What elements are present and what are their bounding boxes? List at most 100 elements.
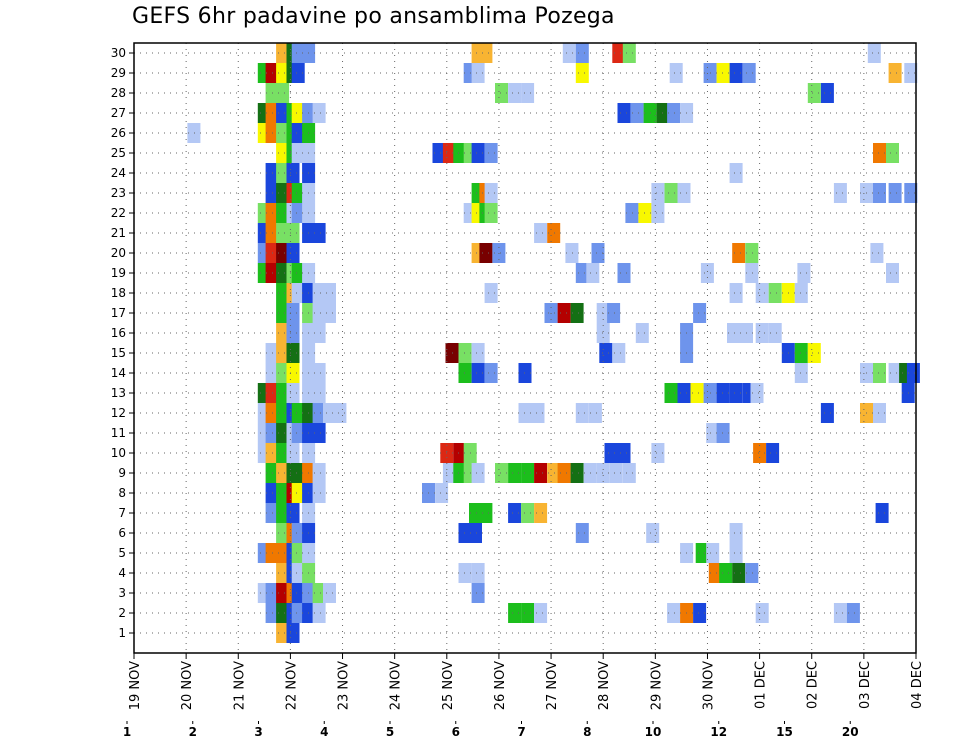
colorbar-label: 7: [517, 725, 525, 739]
colorbar-label: 12: [710, 725, 727, 739]
precip-cell: [291, 43, 305, 63]
precip-cell: [276, 563, 290, 583]
precip-cell: [875, 503, 889, 523]
precip-cell: [291, 423, 305, 443]
precip-cell: [651, 203, 665, 223]
precip-cell: [286, 243, 300, 263]
precip-cell: [276, 83, 290, 103]
precip-cell: [575, 263, 589, 283]
precip-cell: [312, 303, 326, 323]
precip-cell: [873, 403, 886, 423]
precip-cell: [471, 463, 485, 483]
precip-cell: [534, 463, 548, 483]
precip-cell: [291, 583, 305, 603]
colorbar-label: 6: [452, 725, 460, 739]
precip-cell: [276, 583, 290, 603]
y-tick-label: 23: [111, 186, 126, 200]
y-tick-label: 29: [111, 66, 126, 80]
precip-cell: [677, 183, 691, 203]
precip-cell: [471, 143, 485, 163]
precip-cell: [575, 63, 589, 83]
precip-cell: [479, 503, 493, 523]
precip-cell: [750, 383, 764, 403]
y-tick-label: 1: [118, 626, 126, 640]
precip-cell: [479, 243, 493, 263]
precip-cell: [333, 403, 347, 423]
precip-cell: [312, 323, 326, 343]
precip-cell: [609, 463, 623, 483]
y-tick-label: 2: [118, 606, 126, 620]
precip-cell: [442, 143, 456, 163]
precip-cell: [719, 563, 733, 583]
chart-title: GEFS 6hr padavine po ansamblima Pozega: [132, 4, 615, 29]
x-tick-label: 03 DEC: [858, 661, 873, 709]
precip-cell: [312, 463, 326, 483]
precip-cell: [729, 523, 743, 543]
precip-cell: [276, 523, 290, 543]
precip-cell: [521, 503, 535, 523]
precip-cell: [442, 463, 456, 483]
x-tick-label: 27 NOV: [545, 661, 560, 710]
plot-frame: [133, 42, 917, 654]
precip-cell: [807, 343, 821, 363]
precip-cell: [276, 623, 290, 643]
precip-cell: [755, 323, 769, 343]
x-tick-label: 20 NOV: [180, 661, 195, 710]
precip-cell: [484, 363, 498, 383]
precip-cell: [886, 143, 899, 163]
x-tick-label: 19 NOV: [128, 661, 143, 710]
precip-cell: [291, 403, 305, 423]
precip-cell: [291, 463, 305, 483]
precip-cell: [873, 143, 886, 163]
precip-cell: [669, 63, 683, 83]
precip-cell: [312, 583, 326, 603]
precip-cell: [312, 423, 326, 443]
y-tick-label: 22: [111, 206, 126, 220]
y-tick-label: 7: [118, 506, 126, 520]
x-tick-label: 30 NOV: [701, 661, 716, 710]
precip-cell: [729, 283, 743, 303]
precip-cell: [312, 223, 326, 243]
precip-cell: [617, 103, 631, 123]
precip-cell: [469, 523, 482, 543]
precip-cell: [768, 323, 782, 343]
y-tick-label: 20: [111, 246, 126, 260]
precip-cell: [471, 563, 485, 583]
precip-cell: [286, 343, 300, 363]
precip-cell: [729, 383, 743, 403]
precip-cell: [706, 423, 720, 443]
precip-cell: [729, 63, 743, 83]
precip-cell: [508, 463, 522, 483]
precip-cell: [508, 83, 522, 103]
precip-cell: [547, 463, 561, 483]
precip-cell: [276, 343, 290, 363]
precip-cell: [323, 403, 336, 423]
x-tick-label: 04 DEC: [910, 661, 925, 709]
precip-cell: [276, 463, 290, 483]
precip-cell: [286, 223, 300, 243]
x-tick-label: 21 NOV: [232, 661, 247, 710]
x-tick-label: 26 NOV: [493, 661, 508, 710]
precip-cell: [479, 43, 493, 63]
x-tick-label: 22 NOV: [284, 661, 299, 710]
precip-cell: [471, 363, 485, 383]
precip-cell: [570, 303, 584, 323]
y-tick-label: 21: [111, 226, 126, 240]
x-tick-label: 28 NOV: [597, 661, 612, 710]
precip-cell: [521, 463, 535, 483]
precip-cell: [291, 283, 305, 303]
precip-cell: [286, 163, 300, 183]
precip-cell: [716, 383, 730, 403]
y-tick-label: 3: [118, 586, 126, 600]
precip-cell: [575, 523, 589, 543]
precip-cell: [312, 383, 326, 403]
precip-cell: [291, 483, 305, 503]
precip-cell: [291, 523, 305, 543]
precip-cell: [904, 183, 918, 203]
precip-cell: [469, 503, 482, 523]
precip-cell: [534, 503, 548, 523]
precip-cell: [276, 423, 290, 443]
precip-cell: [729, 543, 743, 563]
precip-cell: [888, 363, 902, 383]
